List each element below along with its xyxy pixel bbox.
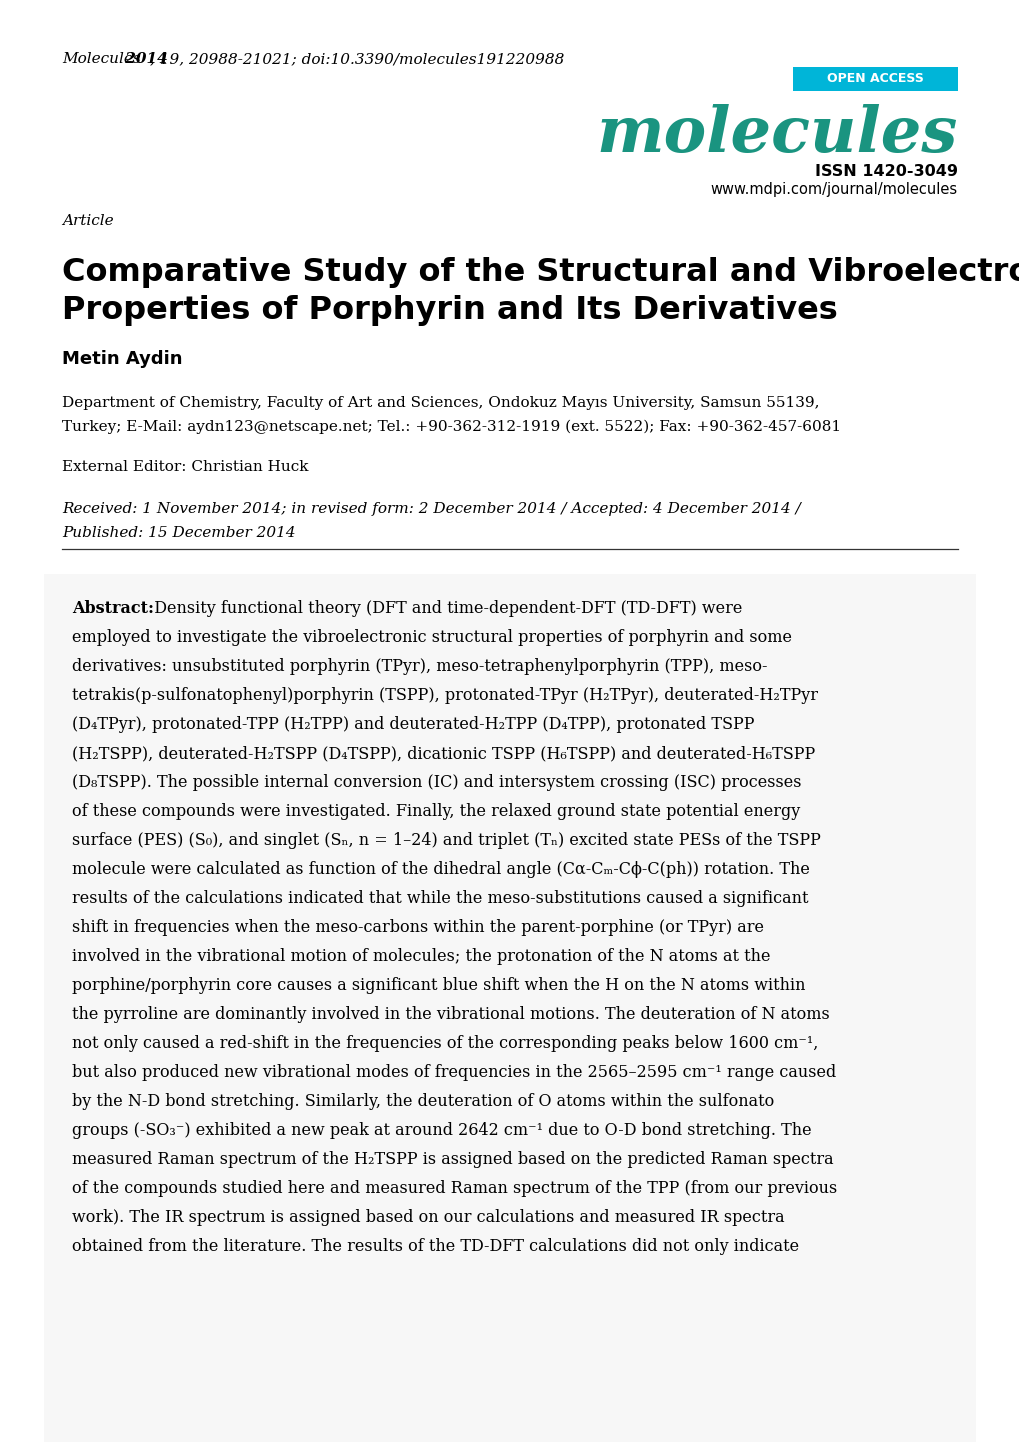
Text: tetrakis(p-sulfonatophenyl)porphyrin (TSPP), protonated-TPyr (H₂TPyr), deuterate: tetrakis(p-sulfonatophenyl)porphyrin (TS… [72, 686, 817, 704]
Text: Department of Chemistry, Faculty of Art and Sciences, Ondokuz Mayıs University, : Department of Chemistry, Faculty of Art … [62, 397, 818, 410]
Text: Received: 1 November 2014; in revised form: 2 December 2014 / Accepted: 4 Decemb: Received: 1 November 2014; in revised fo… [62, 502, 800, 516]
Text: , 19, 20988-21021; doi:10.3390/molecules191220988: , 19, 20988-21021; doi:10.3390/molecules… [150, 52, 564, 66]
Text: Comparative Study of the Structural and Vibroelectronic: Comparative Study of the Structural and … [62, 257, 1019, 288]
Text: involved in the vibrational motion of molecules; the protonation of the N atoms : involved in the vibrational motion of mo… [72, 947, 769, 965]
Text: employed to investigate the vibroelectronic structural properties of porphyrin a: employed to investigate the vibroelectro… [72, 629, 791, 646]
Text: by the N-D bond stretching. Similarly, the deuteration of O atoms within the sul: by the N-D bond stretching. Similarly, t… [72, 1093, 773, 1110]
Text: obtained from the literature. The results of the TD-DFT calculations did not onl: obtained from the literature. The result… [72, 1239, 798, 1255]
Text: Article: Article [62, 213, 113, 228]
FancyBboxPatch shape [792, 66, 957, 91]
Text: ISSN 1420-3049: ISSN 1420-3049 [814, 164, 957, 179]
FancyBboxPatch shape [44, 574, 975, 1442]
Text: Properties of Porphyrin and Its Derivatives: Properties of Porphyrin and Its Derivati… [62, 296, 837, 326]
Text: porphine/porphyrin core causes a significant blue shift when the H on the N atom: porphine/porphyrin core causes a signifi… [72, 978, 805, 994]
Text: Abstract:: Abstract: [72, 600, 154, 617]
Text: molecules: molecules [596, 104, 957, 166]
Text: (D₄TPyr), protonated-TPP (H₂TPP) and deuterated-H₂TPP (D₄TPP), protonated TSPP: (D₄TPyr), protonated-TPP (H₂TPP) and deu… [72, 717, 754, 733]
Text: of the compounds studied here and measured Raman spectrum of the TPP (from our p: of the compounds studied here and measur… [72, 1180, 837, 1197]
Text: the pyrroline are dominantly involved in the vibrational motions. The deuteratio: the pyrroline are dominantly involved in… [72, 1007, 828, 1022]
Text: work). The IR spectrum is assigned based on our calculations and measured IR spe: work). The IR spectrum is assigned based… [72, 1208, 784, 1226]
Text: derivatives: unsubstituted porphyrin (TPyr), meso-tetraphenylporphyrin (TPP), me: derivatives: unsubstituted porphyrin (TP… [72, 658, 766, 675]
Text: of these compounds were investigated. Finally, the relaxed ground state potentia: of these compounds were investigated. Fi… [72, 803, 800, 820]
Text: OPEN ACCESS: OPEN ACCESS [826, 72, 923, 85]
Text: Turkey; E-Mail: aydn123@netscape.net; Tel.: +90-362-312-1919 (ext. 5522); Fax: +: Turkey; E-Mail: aydn123@netscape.net; Te… [62, 420, 841, 434]
Text: (H₂TSPP), deuterated-H₂TSPP (D₄TSPP), dicationic TSPP (H₆TSPP) and deuterated-H₆: (H₂TSPP), deuterated-H₂TSPP (D₄TSPP), di… [72, 746, 814, 761]
Text: 2014: 2014 [120, 52, 167, 66]
Text: but also produced new vibrational modes of frequencies in the 2565–2595 cm⁻¹ ran: but also produced new vibrational modes … [72, 1064, 836, 1082]
Text: Molecules: Molecules [62, 52, 141, 66]
Text: www.mdpi.com/journal/molecules: www.mdpi.com/journal/molecules [710, 182, 957, 198]
Text: measured Raman spectrum of the H₂TSPP is assigned based on the predicted Raman s: measured Raman spectrum of the H₂TSPP is… [72, 1151, 833, 1168]
Text: External Editor: Christian Huck: External Editor: Christian Huck [62, 460, 308, 474]
Text: Metin Aydin: Metin Aydin [62, 350, 182, 368]
Text: molecule were calculated as function of the dihedral angle (Cα-Cₘ-Cϕ-C(ph)) rota: molecule were calculated as function of … [72, 861, 809, 878]
Text: (D₈TSPP). The possible internal conversion (IC) and intersystem crossing (ISC) p: (D₈TSPP). The possible internal conversi… [72, 774, 801, 792]
Text: groups (-SO₃⁻) exhibited a new peak at around 2642 cm⁻¹ due to O-D bond stretchi: groups (-SO₃⁻) exhibited a new peak at a… [72, 1122, 811, 1139]
Text: not only caused a red-shift in the frequencies of the corresponding peaks below : not only caused a red-shift in the frequ… [72, 1035, 817, 1053]
Text: Published: 15 December 2014: Published: 15 December 2014 [62, 526, 296, 539]
Text: surface (PES) (S₀), and singlet (Sₙ, n = 1–24) and triplet (Tₙ) excited state PE: surface (PES) (S₀), and singlet (Sₙ, n =… [72, 832, 820, 849]
Text: Density functional theory (DFT and time-dependent-DFT (TD-DFT) were: Density functional theory (DFT and time-… [144, 600, 742, 617]
Text: results of the calculations indicated that while the meso-substitutions caused a: results of the calculations indicated th… [72, 890, 808, 907]
Text: shift in frequencies when the meso-carbons within the parent-porphine (or TPyr) : shift in frequencies when the meso-carbo… [72, 919, 763, 936]
